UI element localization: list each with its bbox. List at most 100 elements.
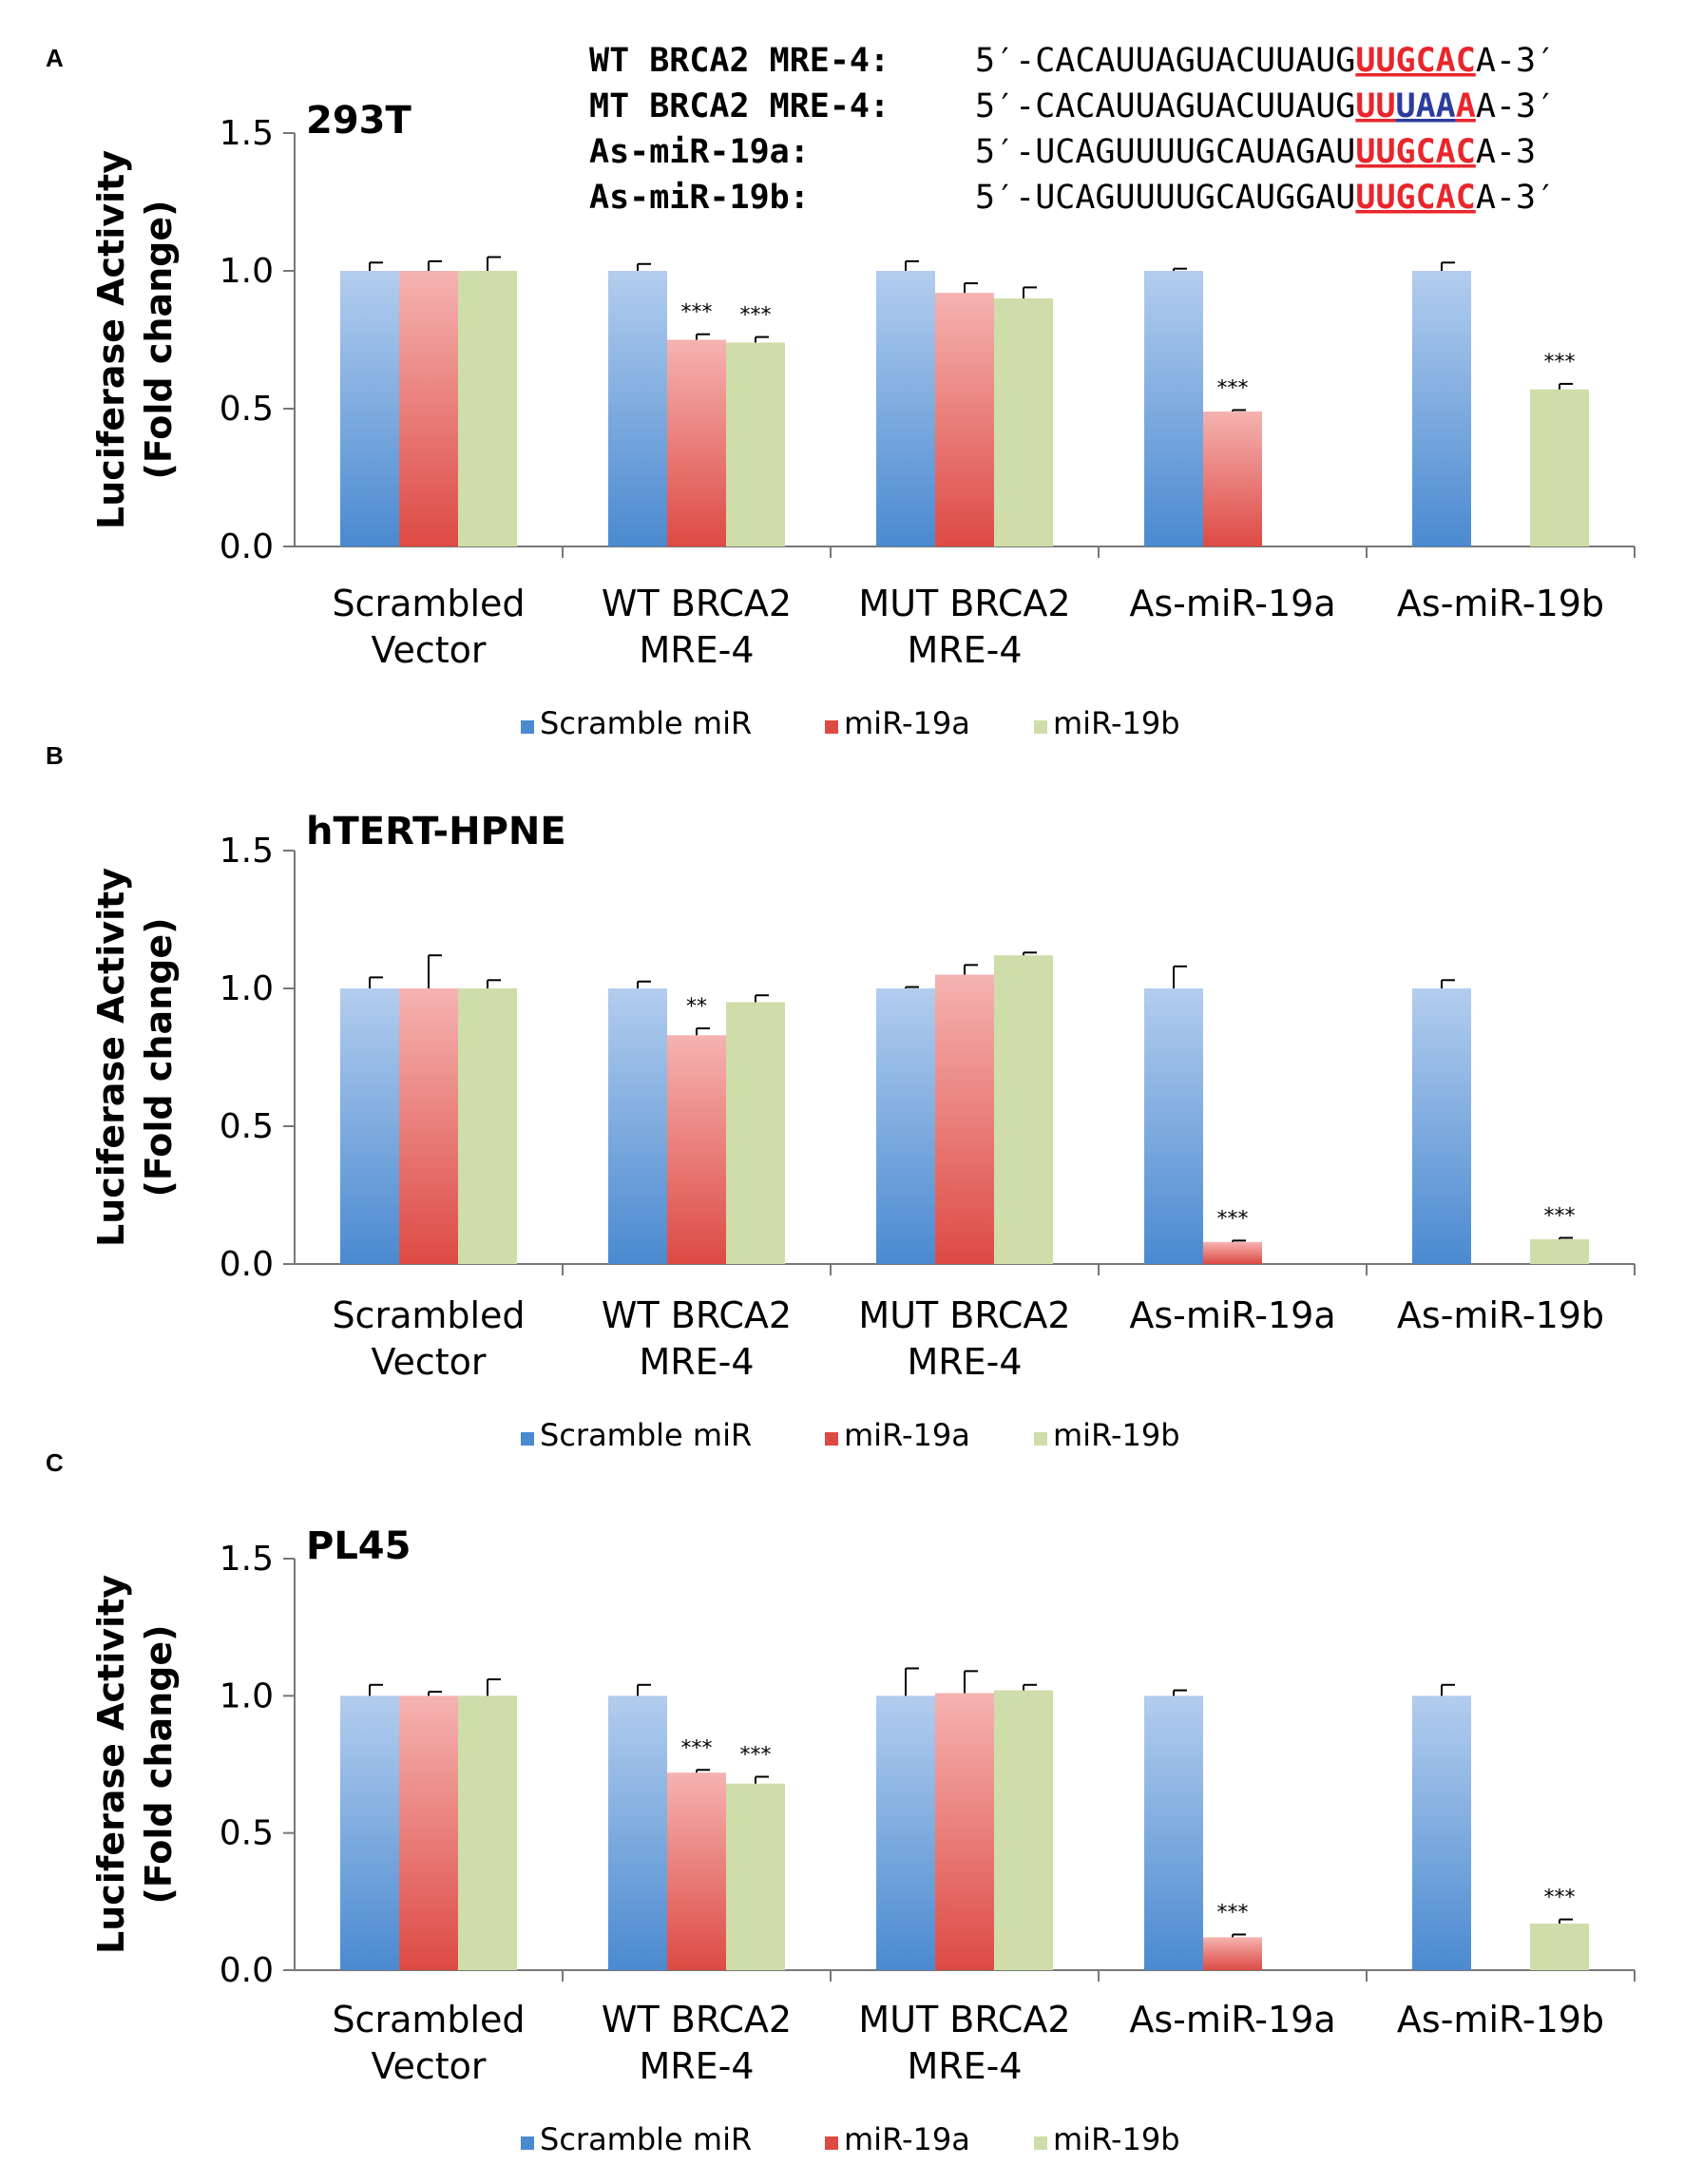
significance-label: *** (1217, 376, 1249, 400)
bar (994, 298, 1053, 546)
significance-label: *** (1217, 1207, 1249, 1231)
y-tick-label: 1.5 (220, 832, 274, 871)
significance-label: *** (1544, 1204, 1576, 1228)
y-axis-label: Luciferase Activity (90, 1575, 132, 1954)
panel-c-chart: C PL45 0.0 0.5 1.0 1.5 Luciferase Activity (Fol… (46, 1448, 1636, 2157)
x-category-label: MRE-4 (907, 2045, 1022, 2087)
seed-highlight: UUGCAC (1355, 133, 1475, 171)
x-category-label: Vector (371, 629, 486, 671)
x-category-label: MRE-4 (639, 1341, 754, 1383)
significance-label: *** (681, 1736, 713, 1760)
bar (1144, 1695, 1203, 1970)
bar (667, 339, 726, 546)
bar (876, 988, 935, 1264)
x-category-label: Scrambled (332, 583, 525, 624)
sequence-name: MT BRCA2 MRE-4: (589, 87, 890, 125)
x-category-label: As-miR-19b (1397, 1999, 1604, 2040)
legend-swatch (521, 1432, 534, 1446)
bar (1412, 1695, 1471, 1970)
y-axis-label: (Fold change) (138, 201, 180, 480)
bar (399, 271, 458, 546)
y-tick-label: 1.0 (220, 252, 274, 291)
bar (876, 1695, 935, 1970)
sequence-name: As-miR-19a: (589, 133, 810, 171)
significance-label: *** (681, 301, 713, 325)
y-tick-label: 1.5 (220, 1540, 274, 1579)
legend-swatch (825, 1432, 838, 1446)
significance-label: ** (686, 995, 707, 1019)
seed-highlight: A (1456, 87, 1476, 125)
bar (1412, 988, 1471, 1264)
legend-label: miR-19a (844, 705, 970, 741)
x-category-label: Scrambled (332, 1999, 525, 2040)
chart-title: hTERT-HPNE (306, 810, 566, 853)
y-tick-label: 1.5 (220, 114, 274, 153)
legend-swatch (521, 720, 534, 734)
x-category-label: WT BRCA2 (602, 583, 792, 624)
panel-a-chart: A 293T 0.0 0.5 1.0 1.5 Luciferase Activity (Fol… (46, 44, 1636, 741)
x-category-label: Vector (371, 2045, 486, 2087)
legend-swatch (1034, 1432, 1047, 1446)
bar (340, 1695, 399, 1970)
significance-label: *** (1544, 351, 1576, 374)
bar (994, 1690, 1053, 1970)
sequence-suffix: A-3 (1476, 133, 1536, 171)
bar (399, 988, 458, 1264)
bar (935, 1693, 994, 1970)
y-axis-label: (Fold change) (138, 918, 180, 1197)
sequence-alignment: WT BRCA2 MRE-4: 5′-CACAUUAGUACUUAUGUUGCAC… (589, 42, 1556, 217)
bar (399, 1695, 458, 1970)
significance-label: *** (1544, 1887, 1576, 1910)
sequence-prefix: 5′-UCAGUUUUGCAUGGAU (975, 179, 1355, 217)
seed-highlight: UUGCAC (1355, 42, 1475, 80)
legend-label: miR-19b (1053, 705, 1180, 741)
sequence-suffix: A-3′ (1476, 87, 1556, 125)
x-category-label: MUT BRCA2 (858, 583, 1070, 624)
legend-label: Scramble miR (540, 705, 752, 741)
x-category-label: MRE-4 (907, 629, 1022, 671)
bar (1530, 1923, 1589, 1970)
seed-highlight: UUGCAC (1355, 179, 1475, 217)
sequence-prefix: 5′-CACAUUAGUACUUAUG (975, 87, 1355, 125)
legend-label: miR-19a (844, 2121, 970, 2157)
sequence-suffix: A-3′ (1476, 179, 1556, 217)
sequence-text: 5′-UCAGUUUUGCAUGGAUUUGCACA-3′ (975, 179, 1556, 217)
sequence-text: 5′-UCAGUUUUGCAUAGAUUUGCACA-3 (975, 133, 1536, 171)
significance-label: *** (740, 1743, 772, 1767)
significance-label: *** (1217, 1901, 1249, 1925)
y-axis-label: (Fold change) (138, 1625, 180, 1905)
chart-title: 293T (306, 99, 411, 143)
bar (608, 271, 667, 546)
legend-swatch (521, 2136, 534, 2150)
legend-label: Scramble miR (540, 2121, 752, 2157)
bar (726, 342, 785, 546)
legend-label: miR-19b (1053, 2121, 1180, 2157)
bar (994, 955, 1053, 1264)
y-tick-label: 1.0 (220, 969, 274, 1008)
x-category-label: MRE-4 (639, 2045, 754, 2087)
bar (1203, 1937, 1262, 1970)
x-category-label: MRE-4 (639, 629, 754, 671)
bar (726, 1783, 785, 1970)
y-axis-label: Luciferase Activity (90, 868, 132, 1247)
legend-swatch (825, 720, 838, 734)
sequence-name: As-miR-19b: (589, 179, 810, 217)
bar (1530, 389, 1589, 546)
bar (608, 988, 667, 1264)
y-tick-label: 0.5 (220, 1814, 274, 1853)
panel-letter: A (46, 44, 64, 72)
panel-letter: B (46, 741, 64, 770)
y-tick-label: 1.0 (220, 1676, 274, 1715)
significance-label: *** (740, 304, 772, 328)
bar (340, 988, 399, 1264)
bar (458, 1695, 517, 1970)
bar (608, 1695, 667, 1970)
sequence-prefix: 5′-UCAGUUUUGCAUAGAU (975, 133, 1355, 171)
y-tick-label: 0.0 (220, 1951, 274, 1990)
y-tick-label: 0.5 (220, 390, 274, 429)
bar (726, 1002, 785, 1264)
bar (935, 974, 994, 1264)
x-category-label: WT BRCA2 (602, 1999, 792, 2040)
